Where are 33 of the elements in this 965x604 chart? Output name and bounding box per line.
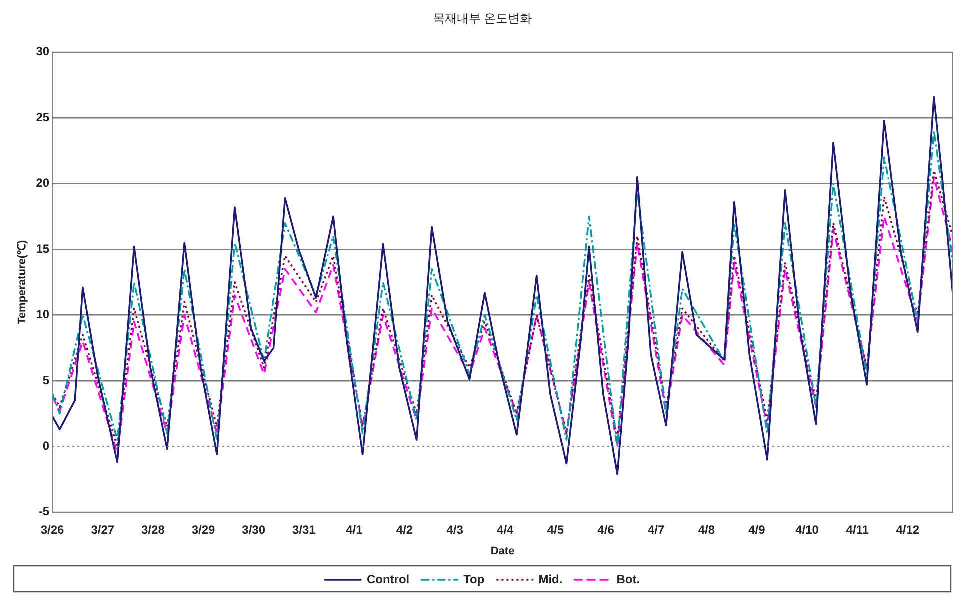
x-tick-label: 4/7 (648, 522, 666, 537)
legend-label: Mid. (538, 572, 563, 586)
x-tick-label: 4/4 (497, 522, 514, 537)
x-tick-label: 4/2 (396, 522, 414, 537)
legend-label: Top (464, 572, 485, 586)
x-tick-label: 4/12 (896, 522, 920, 537)
y-tick-label: 25 (36, 110, 50, 124)
x-axis-title: Date (490, 545, 515, 558)
x-tick-label: 4/3 (446, 522, 464, 537)
x-tick-label: 4/5 (547, 522, 564, 537)
y-tick-label: 5 (42, 373, 50, 388)
x-tick-label: 4/9 (748, 522, 766, 537)
legend-label: Control (366, 572, 410, 586)
x-tick-label: 4/6 (598, 522, 615, 537)
x-tick-label: 4/10 (796, 522, 820, 537)
x-tick-label: 4/1 (346, 522, 364, 537)
chart-title: 목재내부 온도변화 (432, 12, 532, 26)
x-tick-label: 3/26 (40, 522, 65, 537)
y-tick-label: 0 (42, 439, 50, 453)
x-tick-label: 3/31 (292, 522, 316, 537)
x-tick-label: 3/29 (192, 522, 216, 537)
legend-label: Bot. (616, 572, 640, 586)
x-tick-label: 3/28 (142, 522, 166, 537)
x-tick-label: 4/11 (846, 522, 870, 537)
x-tick-label: 3/27 (91, 522, 115, 537)
x-tick-label: 3/30 (242, 522, 266, 537)
y-axis-title: Temperature(℃) (16, 240, 29, 324)
y-tick-label: 20 (36, 176, 50, 190)
y-tick-label: -5 (38, 504, 50, 519)
x-tick-label: 4/8 (698, 522, 716, 537)
y-tick-label: 30 (36, 44, 50, 59)
y-tick-label: 10 (36, 308, 50, 322)
y-tick-label: 15 (36, 242, 50, 256)
